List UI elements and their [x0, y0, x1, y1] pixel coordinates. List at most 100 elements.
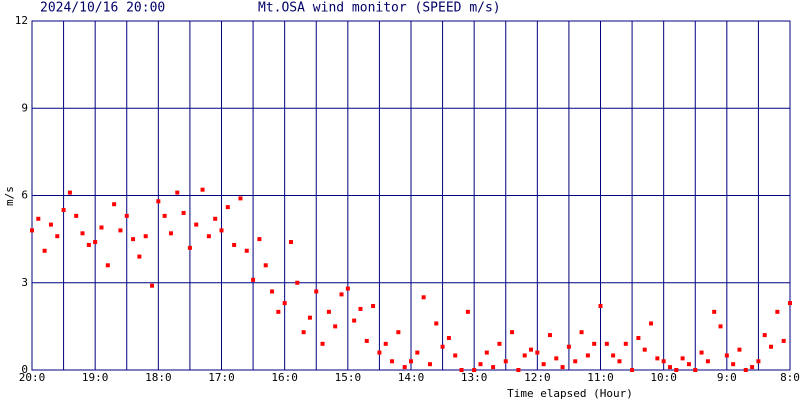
data-point	[718, 324, 723, 329]
data-point	[137, 254, 142, 259]
x-tick-label: 19:0	[82, 371, 109, 384]
x-tick-label: 18:0	[145, 371, 172, 384]
data-point	[150, 283, 155, 288]
data-point	[358, 306, 363, 311]
y-tick-label: 3	[21, 276, 28, 289]
data-point	[93, 240, 98, 245]
data-point	[743, 368, 748, 372]
data-point	[484, 350, 489, 355]
data-point	[592, 341, 597, 346]
data-point	[263, 263, 268, 268]
data-point	[617, 359, 622, 364]
data-point	[604, 341, 609, 346]
data-point	[427, 362, 432, 367]
x-tick-label: 8:0	[780, 371, 800, 384]
data-point	[339, 292, 344, 297]
data-point	[36, 216, 41, 221]
data-point	[55, 234, 60, 239]
data-point	[244, 248, 249, 253]
data-point	[573, 359, 578, 364]
data-point	[181, 210, 186, 215]
data-point	[42, 248, 47, 253]
data-point	[288, 240, 293, 245]
data-point	[453, 353, 458, 358]
data-point	[623, 341, 628, 346]
data-point	[206, 234, 211, 239]
data-point	[200, 187, 205, 192]
data-point	[143, 234, 148, 239]
data-point	[724, 353, 729, 358]
data-point	[396, 330, 401, 335]
data-point	[781, 338, 786, 343]
x-tick-label: 10:0	[650, 371, 677, 384]
data-point	[105, 263, 110, 268]
data-point	[276, 309, 281, 314]
data-point	[301, 330, 306, 335]
data-point	[314, 289, 319, 294]
data-point	[80, 231, 85, 236]
y-tick-label: 0	[21, 363, 28, 376]
data-point	[579, 330, 584, 335]
data-point	[251, 277, 256, 282]
chart-subtitle: 2024/10/16 20:00	[40, 1, 165, 16]
data-point	[421, 295, 426, 300]
data-point	[750, 365, 755, 370]
data-point	[731, 362, 736, 367]
data-point	[465, 309, 470, 314]
data-point	[187, 245, 192, 250]
data-point	[541, 362, 546, 367]
data-point	[67, 190, 72, 195]
data-point	[446, 336, 451, 341]
data-point	[762, 333, 767, 338]
data-point	[554, 356, 559, 361]
data-point	[326, 309, 331, 314]
data-point	[560, 365, 565, 370]
data-point	[699, 350, 704, 355]
x-tick-label: 9:0	[717, 371, 737, 384]
data-point	[503, 359, 508, 364]
data-point	[667, 365, 672, 370]
data-point	[30, 228, 34, 233]
data-point	[48, 222, 53, 227]
data-point	[547, 333, 552, 338]
data-point	[566, 344, 571, 349]
data-point	[390, 359, 395, 364]
data-point	[642, 347, 647, 352]
data-point	[705, 359, 710, 364]
data-point	[674, 368, 679, 372]
data-point	[112, 202, 117, 207]
data-point	[680, 356, 685, 361]
data-point	[434, 321, 439, 326]
data-point	[61, 208, 66, 213]
data-point	[307, 315, 312, 320]
data-point	[402, 365, 407, 370]
data-point	[156, 199, 161, 204]
data-point	[415, 350, 420, 355]
data-point	[333, 324, 338, 329]
data-point	[282, 301, 287, 306]
data-point	[788, 301, 792, 306]
y-tick-label: 9	[21, 101, 28, 114]
data-point	[377, 350, 382, 355]
x-tick-label: 16:0	[271, 371, 298, 384]
data-point	[352, 318, 357, 323]
data-point	[611, 353, 616, 358]
data-point	[409, 359, 413, 364]
data-point	[737, 347, 742, 352]
data-point	[510, 330, 515, 335]
data-point	[598, 304, 603, 309]
x-axis-label: Time elapsed (Hour)	[507, 387, 633, 400]
x-tick-label: 12:0	[524, 371, 551, 384]
y-axis-label: m/s	[3, 186, 16, 206]
y-tick-label: 12	[15, 14, 28, 27]
data-point	[693, 368, 698, 372]
data-point	[649, 321, 654, 326]
data-point	[320, 341, 325, 346]
data-point	[225, 205, 230, 210]
data-point	[168, 231, 173, 236]
y-tick-label: 6	[21, 189, 28, 202]
data-point	[74, 213, 79, 218]
x-tick-label: 14:0	[398, 371, 425, 384]
data-point	[522, 353, 527, 358]
